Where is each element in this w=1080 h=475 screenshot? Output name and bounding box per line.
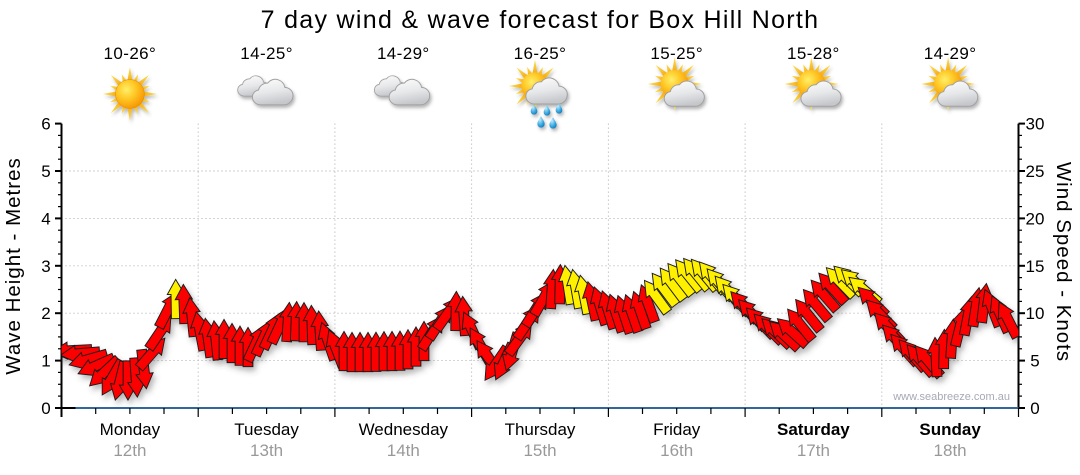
svg-text:Wednesday: Wednesday xyxy=(359,420,449,439)
svg-text:10-26°: 10-26° xyxy=(104,44,157,63)
svg-text:25: 25 xyxy=(1026,162,1045,181)
svg-text:15: 15 xyxy=(1026,257,1045,276)
svg-text:16th: 16th xyxy=(660,441,693,460)
svg-text:Saturday: Saturday xyxy=(777,420,850,439)
svg-text:Wave Height - Metres: Wave Height - Metres xyxy=(2,157,25,374)
svg-text:14-25°: 14-25° xyxy=(240,44,293,63)
svg-text:14-29°: 14-29° xyxy=(377,44,430,63)
svg-text:3: 3 xyxy=(41,257,50,276)
svg-text:15-28°: 15-28° xyxy=(787,44,840,63)
svg-text:16-25°: 16-25° xyxy=(514,44,567,63)
svg-text:4: 4 xyxy=(41,209,50,228)
svg-text:18th: 18th xyxy=(934,441,967,460)
svg-text:1: 1 xyxy=(41,352,50,371)
svg-text:0: 0 xyxy=(41,399,50,418)
svg-text:Thursday: Thursday xyxy=(505,420,576,439)
svg-text:Friday: Friday xyxy=(653,420,701,439)
svg-text:Monday: Monday xyxy=(100,420,161,439)
svg-text:15th: 15th xyxy=(523,441,556,460)
svg-text:12th: 12th xyxy=(113,441,146,460)
svg-text:Tuesday: Tuesday xyxy=(234,420,299,439)
svg-text:7 day wind & wave forecast for: 7 day wind & wave forecast for Box Hill … xyxy=(261,6,820,34)
svg-text:2: 2 xyxy=(41,304,50,323)
svg-text:Sunday: Sunday xyxy=(919,420,981,439)
svg-text:6: 6 xyxy=(41,115,50,134)
svg-text:0: 0 xyxy=(1030,399,1039,418)
svg-text:www.seabreeze.com.au: www.seabreeze.com.au xyxy=(892,391,1010,403)
svg-text:17th: 17th xyxy=(797,441,830,460)
svg-text:30: 30 xyxy=(1026,115,1045,134)
svg-text:5: 5 xyxy=(1030,352,1039,371)
svg-text:20: 20 xyxy=(1026,209,1045,228)
svg-text:5: 5 xyxy=(41,162,50,181)
svg-text:14th: 14th xyxy=(387,441,420,460)
svg-text:10: 10 xyxy=(1026,304,1045,323)
svg-text:Wind Speed - Knots: Wind Speed - Knots xyxy=(1052,162,1075,362)
svg-text:14-29°: 14-29° xyxy=(924,44,977,63)
svg-text:15-25°: 15-25° xyxy=(650,44,703,63)
svg-text:13th: 13th xyxy=(250,441,283,460)
